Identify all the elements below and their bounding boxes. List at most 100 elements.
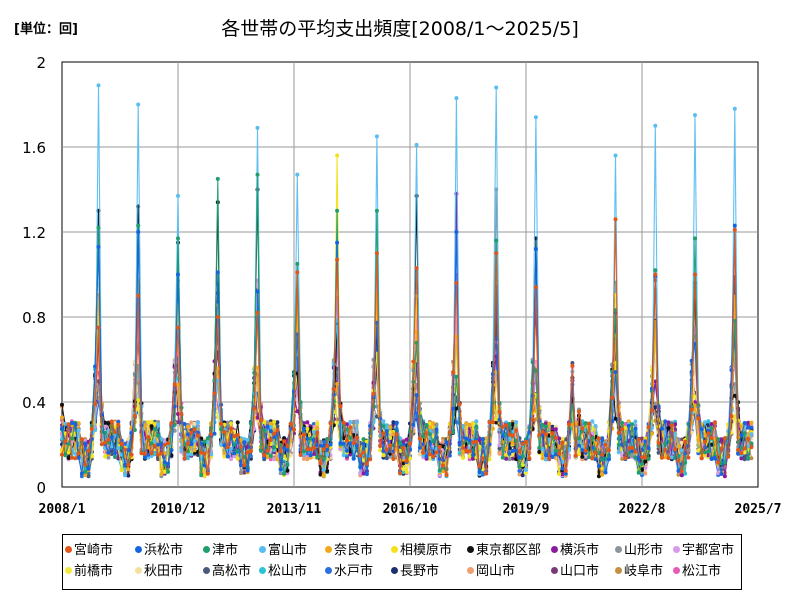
- data-point: [553, 452, 558, 457]
- data-point: [490, 426, 495, 431]
- data-point: [517, 455, 522, 460]
- data-point: [374, 404, 379, 409]
- data-point: [500, 434, 505, 439]
- legend-item: 前橋市: [65, 562, 113, 582]
- data-point: [719, 437, 724, 442]
- data-point: [636, 457, 641, 462]
- data-point: [225, 420, 230, 425]
- data-point: [255, 365, 260, 370]
- data-point: [364, 472, 369, 477]
- data-point: [633, 449, 638, 454]
- data-point: [222, 451, 227, 456]
- data-point: [666, 456, 671, 461]
- data-point: [437, 444, 442, 449]
- data-point: [480, 456, 485, 461]
- data-point: [424, 423, 429, 427]
- data-point: [524, 468, 528, 473]
- data-point: [547, 421, 552, 426]
- data-point: [719, 446, 724, 451]
- data-point: [533, 285, 538, 290]
- data-point: [587, 455, 591, 460]
- legend-label: 岡山市: [476, 564, 516, 579]
- data-point: [567, 422, 572, 427]
- data-point: [285, 448, 290, 453]
- data-point: [577, 443, 581, 448]
- data-point: [683, 471, 688, 476]
- data-point: [325, 448, 330, 452]
- data-point: [278, 471, 283, 476]
- data-point: [553, 448, 558, 453]
- data-point: [258, 448, 263, 453]
- data-point: [215, 176, 220, 181]
- legend-label: 宮崎市: [74, 543, 114, 558]
- data-point: [693, 236, 697, 241]
- data-point: [540, 422, 545, 427]
- data-point: [471, 456, 475, 461]
- data-point: [341, 436, 346, 441]
- data-point: [149, 424, 154, 429]
- data-point: [295, 261, 300, 266]
- data-point: [553, 427, 558, 432]
- data-point: [199, 473, 204, 478]
- data-point: [663, 441, 668, 446]
- data-point: [537, 450, 542, 454]
- legend-item: 宮崎市: [65, 541, 113, 561]
- data-point: [358, 453, 363, 458]
- data-point: [136, 293, 141, 298]
- data-point: [673, 422, 678, 427]
- data-point: [477, 438, 482, 443]
- data-point: [245, 468, 250, 473]
- data-point: [640, 455, 644, 460]
- data-point: [381, 453, 386, 458]
- data-point: [308, 436, 313, 441]
- data-point: [643, 455, 648, 460]
- data-point: [477, 464, 482, 468]
- data-point: [454, 374, 459, 379]
- data-point: [557, 436, 562, 441]
- data-point: [301, 426, 306, 431]
- data-point: [79, 474, 84, 479]
- data-point: [189, 442, 194, 447]
- data-point: [113, 421, 117, 426]
- data-point: [172, 382, 177, 387]
- data-point: [480, 437, 485, 442]
- data-point: [73, 456, 78, 461]
- data-point: [543, 432, 548, 437]
- data-point: [507, 457, 512, 462]
- data-point: [504, 452, 509, 457]
- data-point: [315, 455, 320, 460]
- data-point: [543, 424, 548, 429]
- data-point: [265, 424, 270, 429]
- data-point: [86, 466, 91, 471]
- data-point: [209, 452, 214, 457]
- data-point: [321, 467, 326, 472]
- legend-marker: [391, 567, 398, 574]
- data-point: [447, 453, 452, 458]
- data-point: [113, 451, 117, 456]
- legend-marker: [673, 546, 680, 553]
- data-point: [321, 456, 326, 461]
- data-point: [494, 336, 499, 341]
- data-point: [653, 401, 658, 406]
- data-point: [116, 446, 121, 450]
- data-point: [404, 437, 409, 442]
- data-point: [451, 430, 456, 434]
- data-point: [401, 445, 406, 450]
- data-point: [318, 472, 323, 477]
- data-point: [335, 382, 340, 386]
- data-point: [76, 421, 81, 426]
- data-point: [109, 452, 114, 457]
- data-point: [457, 442, 462, 447]
- data-point: [96, 83, 101, 88]
- data-point: [683, 439, 688, 444]
- legend-label: 横浜市: [560, 543, 600, 558]
- data-point: [520, 441, 525, 446]
- data-point: [567, 455, 572, 460]
- data-point: [427, 432, 432, 437]
- y-tick-label: 1.2: [22, 224, 46, 242]
- data-point: [600, 472, 605, 477]
- data-point: [603, 442, 608, 447]
- data-point: [653, 123, 658, 128]
- legend-label: 水戸市: [334, 564, 374, 579]
- data-point: [109, 435, 114, 440]
